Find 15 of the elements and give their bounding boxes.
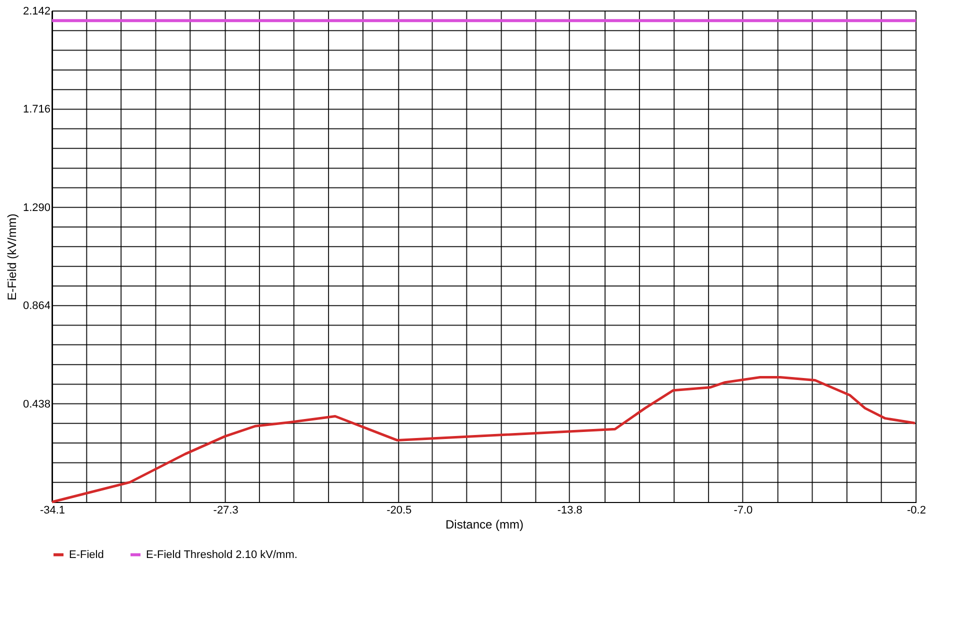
legend-label: E-Field Threshold 2.10 kV/mm. [146,548,298,561]
y-tick-label: 1.290 [22,202,50,214]
x-tick-label: -0.2 [907,504,926,516]
y-axis-title: E-Field (kV/mm) [4,214,19,300]
x-tick-label: -34.1 [40,504,66,516]
y-tick-label: 1.716 [22,104,50,116]
x-tick-label: -20.5 [386,504,412,516]
x-tick-label: -7.0 [734,504,753,516]
x-tick-label: -27.3 [213,504,238,516]
y-tick-label: 0.438 [22,398,50,410]
x-axis-title: Distance (mm) [445,518,524,532]
x-tick-label: -13.8 [557,504,582,516]
legend-label: E-Field [69,548,104,561]
y-tick-label: 0.864 [22,300,50,312]
y-tick-label: 2.142 [22,6,50,18]
